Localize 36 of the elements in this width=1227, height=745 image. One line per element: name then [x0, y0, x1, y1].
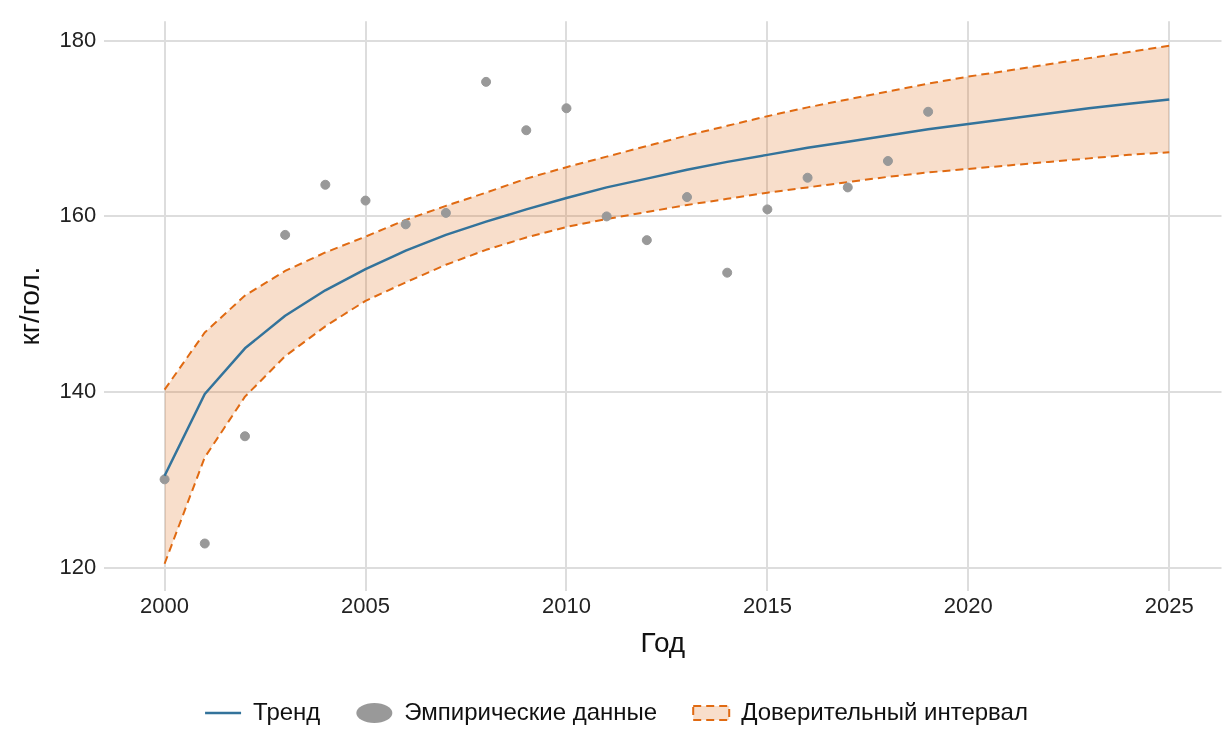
point [923, 106, 934, 117]
x-tick-label: 2020 [943, 593, 993, 619]
point [561, 103, 572, 114]
line-series [163, 151, 1171, 565]
point [601, 211, 612, 222]
point [722, 267, 733, 278]
legend-label: Эмпирические данные [404, 697, 658, 725]
y-axis-title: кг/гол. [13, 266, 45, 346]
legend-label: Доверительный интервал [741, 697, 1028, 725]
point [360, 195, 371, 206]
point [159, 474, 170, 485]
point [481, 76, 492, 87]
point [521, 125, 532, 136]
y-tick-label: 120 [59, 554, 97, 580]
x-axis-title: Год [640, 626, 686, 658]
y-tick-label: 140 [59, 378, 97, 404]
point [882, 156, 893, 167]
point [440, 207, 451, 218]
x-tick-label: 2000 [140, 593, 190, 619]
point [400, 219, 411, 230]
x-tick-label: 2005 [341, 593, 390, 619]
point [199, 538, 210, 549]
y-tick-label: 180 [59, 26, 97, 52]
y-tick-label: 160 [59, 202, 97, 228]
point [320, 179, 331, 190]
x-tick-label: 2015 [742, 593, 792, 619]
point [682, 192, 693, 203]
x-tick-label: 2025 [1144, 593, 1194, 619]
point [239, 431, 250, 442]
x-tick-label: 2010 [541, 593, 591, 619]
point [802, 172, 813, 183]
point [762, 204, 773, 215]
point [280, 229, 291, 240]
point [641, 235, 652, 246]
legend-label: Тренд [253, 697, 321, 725]
point [842, 182, 853, 193]
